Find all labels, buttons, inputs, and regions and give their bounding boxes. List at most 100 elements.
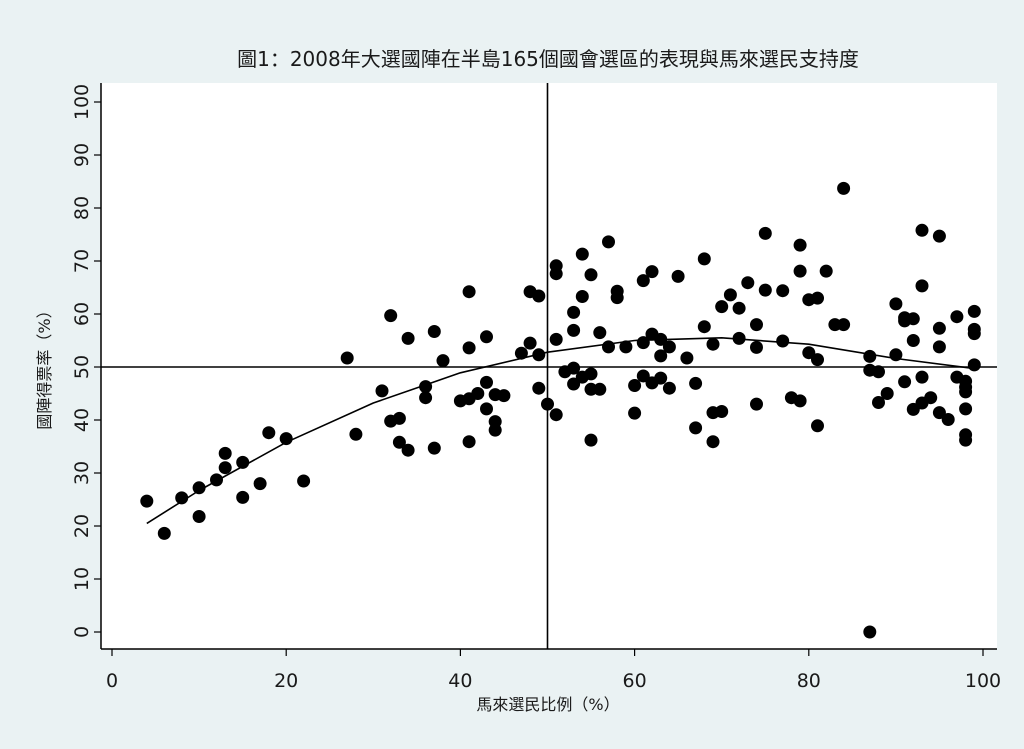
data-point: [776, 334, 790, 348]
data-point: [654, 332, 668, 346]
data-point: [932, 321, 946, 335]
chart-title: 圖1：2008年大選國陣在半島165個國會選區的表現與馬來選民支持度: [237, 47, 859, 71]
x-tick-label: 40: [448, 670, 472, 692]
data-point: [793, 394, 807, 408]
data-point: [471, 387, 485, 400]
data-point: [584, 367, 598, 381]
data-point: [932, 406, 946, 420]
data-point: [758, 226, 772, 240]
data-point: [872, 396, 885, 409]
data-point: [680, 351, 694, 365]
x-tick-label: 60: [623, 670, 647, 692]
data-point: [959, 433, 973, 447]
data-point: [279, 432, 293, 446]
data-point: [793, 264, 807, 278]
data-point: [619, 340, 633, 354]
data-point: [427, 325, 441, 338]
y-tick-label: 0: [71, 626, 93, 638]
data-point: [462, 435, 476, 449]
data-point: [523, 336, 537, 350]
data-point: [602, 340, 615, 354]
data-point: [802, 346, 816, 360]
data-point: [575, 247, 589, 261]
data-point: [706, 435, 720, 449]
reference-lines: [101, 83, 997, 649]
data-point: [715, 300, 729, 314]
data-point: [602, 235, 615, 249]
y-tick-label: 10: [71, 567, 93, 591]
data-point: [932, 229, 946, 243]
data-point: [924, 391, 938, 405]
plot-area: [101, 83, 997, 649]
y-tick-label: 70: [71, 249, 93, 273]
data-points: [140, 181, 981, 639]
data-point: [706, 337, 720, 351]
data-point: [837, 181, 851, 195]
data-point: [662, 381, 676, 395]
data-point: [340, 351, 354, 365]
data-point: [192, 481, 206, 495]
data-point: [645, 265, 659, 279]
data-point: [436, 354, 450, 368]
data-point: [793, 238, 807, 252]
x-tick-label: 80: [797, 670, 821, 692]
data-point: [636, 274, 650, 288]
data-point: [593, 382, 607, 396]
y-tick-label: 20: [71, 514, 93, 538]
data-point: [750, 318, 763, 332]
data-point: [967, 304, 981, 318]
data-point: [959, 402, 973, 416]
data-point: [654, 371, 668, 385]
data-point: [236, 455, 250, 469]
data-point: [567, 361, 581, 375]
data-point: [967, 358, 981, 372]
x-axis-title: 馬來選民比例（%）: [476, 695, 619, 714]
data-point: [210, 473, 223, 487]
data-point: [628, 406, 642, 420]
y-axis-title: 國陣得票率（%）: [35, 302, 54, 429]
data-point: [915, 279, 929, 293]
y-tick-label: 30: [71, 461, 93, 485]
data-point: [401, 443, 415, 457]
data-point: [628, 379, 642, 392]
data-point: [253, 477, 267, 491]
data-point: [349, 427, 363, 441]
data-point: [636, 369, 650, 383]
data-point: [697, 320, 711, 334]
data-point: [218, 446, 232, 460]
data-point: [218, 461, 232, 475]
data-point: [863, 625, 877, 639]
data-point: [697, 252, 711, 266]
data-point: [915, 370, 929, 384]
data-point: [723, 288, 737, 302]
y-tick-label: 40: [71, 408, 93, 432]
y-tick-label: 60: [71, 302, 93, 326]
data-point: [654, 349, 668, 363]
data-point: [419, 391, 433, 405]
data-point: [898, 375, 912, 389]
data-point: [236, 490, 250, 504]
data-point: [758, 283, 772, 297]
data-point: [497, 389, 511, 403]
data-point: [297, 474, 311, 488]
x-tick-label: 20: [274, 670, 298, 692]
data-point: [575, 290, 589, 303]
data-point: [811, 419, 824, 433]
x-tick-label: 0: [106, 670, 118, 692]
fit-curve: [146, 337, 975, 525]
data-point: [811, 353, 824, 367]
data-point: [776, 284, 790, 298]
data-point: [715, 405, 729, 418]
data-point: [488, 423, 502, 437]
data-point: [906, 334, 920, 347]
y-tick-label: 100: [71, 84, 93, 120]
data-point: [541, 397, 554, 411]
data-point: [567, 305, 581, 319]
y-tick-label: 50: [71, 355, 93, 379]
data-point: [384, 309, 398, 323]
y-tick-label: 80: [71, 196, 93, 220]
data-point: [967, 327, 981, 341]
data-point: [610, 291, 624, 305]
